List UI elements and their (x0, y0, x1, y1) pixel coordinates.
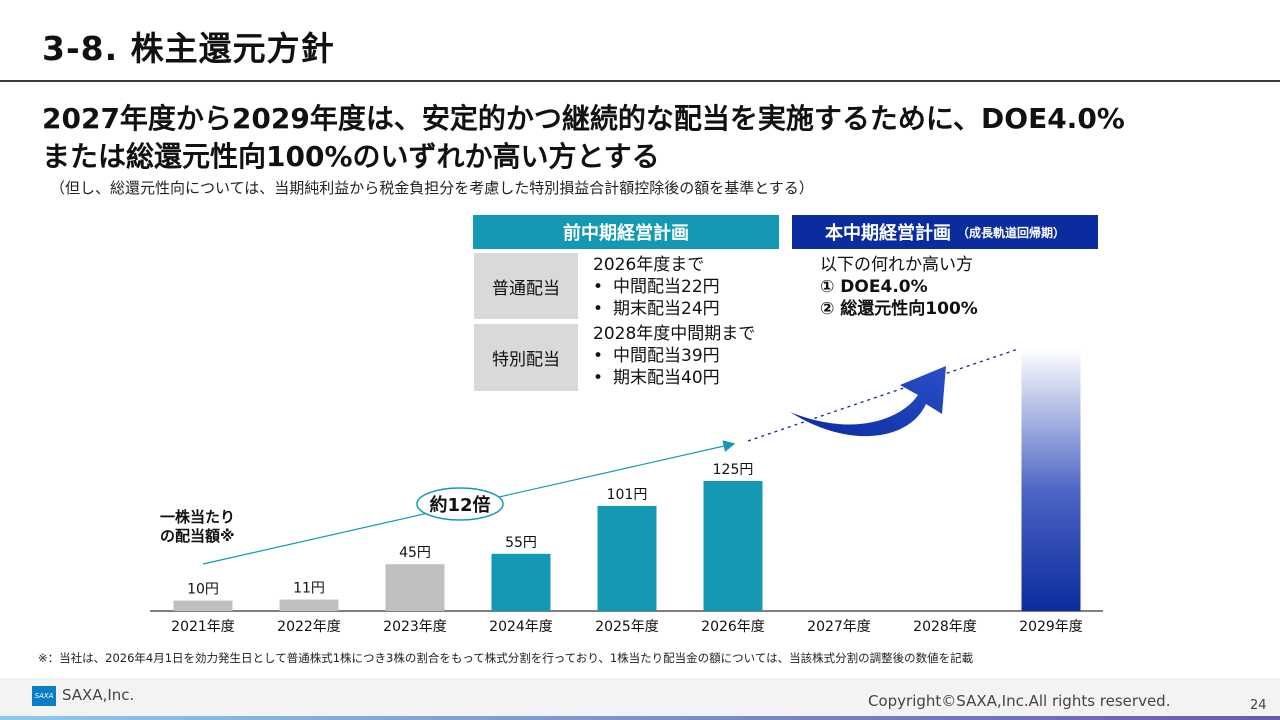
bar-value-label: 10円 (187, 582, 219, 598)
x-tick-label: 2028年度 (913, 619, 977, 635)
growth-annotation-ellipse (416, 487, 504, 521)
list-item: • 中間配当22円 (593, 277, 720, 297)
bar-2029年度-target (1021, 349, 1081, 611)
bar-2021年度 (173, 600, 233, 611)
x-tick-label: 2025年度 (595, 619, 659, 635)
bar-value-label: 125円 (713, 462, 754, 478)
headline-line-2: または総還元性向100%のいずれか高い方とする (42, 140, 660, 173)
headline-line-1: 2027年度から2029年度は、安定的かつ継続的な配当を実施するために、DOE4… (42, 102, 1125, 135)
copyright: Copyright©SAXA,Inc.All rights reserved. (868, 692, 1171, 710)
upward-curved-arrow (790, 366, 946, 437)
current-plan-details: 以下の何れか高い方 ① DOE4.0% ② 総還元性向100% (820, 254, 978, 320)
x-tick-label: 2023年度 (383, 619, 447, 635)
regular-dividend-label: 普通配当 (474, 253, 578, 319)
x-tick-label: 2026年度 (701, 619, 765, 635)
current-plan-option-1: ① DOE4.0% (820, 277, 928, 297)
footnote: ※：当社は、2026年4月1日を効力発生日として普通株式1株につき3株の割合をも… (38, 651, 974, 665)
x-tick-label: 2022年度 (277, 619, 341, 635)
regular-dividend-period: 2026年度まで (593, 255, 705, 275)
previous-plan-header: 前中期経営計画 (473, 215, 779, 249)
bar-group: 10円 2021年度 11円 2022年度 45円 2023年度 55円 2024年度 101円… (171, 349, 1083, 635)
current-plan-option-2: ② 総還元性向100% (820, 299, 978, 319)
bar-value-label: 45円 (399, 545, 431, 561)
current-plan-header-text: 本中期経営計画 (824, 223, 951, 244)
x-tick-label: 2029年度 (1019, 619, 1083, 635)
company-name: SAXA,Inc. (62, 686, 135, 704)
bar-value-label: 55円 (505, 535, 537, 551)
bar-2025年度 (597, 505, 657, 611)
bar-2026年度 (703, 481, 763, 611)
bar-2024年度 (491, 553, 551, 611)
x-tick-label: 2027年度 (807, 619, 871, 635)
bar-value-label: 11円 (293, 581, 325, 597)
trend-extension-dotted (747, 348, 1019, 442)
footer (0, 678, 1280, 716)
previous-plan-header-text: 前中期経営計画 (563, 223, 689, 244)
bar-2022年度 (279, 599, 339, 611)
y-axis-label-line-2: の配当額※ (160, 527, 235, 545)
headline: 2027年度から2029年度は、安定的かつ継続的な配当を実施するために、DOE4… (42, 100, 1125, 176)
bar-2023年度 (385, 564, 445, 611)
page-title: 3-8. 株主還元方針 (42, 29, 335, 68)
list-item: • 期末配当24円 (593, 299, 720, 319)
growth-annotation: 約12倍 (429, 494, 490, 516)
page-number: 24 (1250, 698, 1267, 713)
current-plan-header-sub: （成長軌道回帰期） (956, 225, 1065, 240)
headline-note: （但し、総還元性向については、当期純利益から税金負担分を考慮した特別損益合計額控… (50, 179, 814, 197)
special-dividend-details: 2028年度中間期まで • 中間配当39円 • 期末配当40円 (593, 323, 755, 389)
special-dividend-period: 2028年度中間期まで (593, 324, 756, 344)
footer-accent-line (0, 716, 1280, 720)
x-tick-label: 2024年度 (489, 619, 553, 635)
x-tick-label: 2021年度 (171, 619, 235, 635)
y-axis-label-line-1: 一株当たり (160, 508, 235, 526)
bar-value-label: 101円 (607, 487, 648, 503)
company-logo: SAXA (32, 686, 56, 706)
list-item: • 期末配当40円 (593, 368, 720, 388)
title-divider (0, 80, 1280, 82)
current-plan-intro: 以下の何れか高い方 (820, 255, 973, 275)
current-plan-header: 本中期経営計画 （成長軌道回帰期） (792, 215, 1098, 249)
regular-dividend-details: 2026年度まで • 中間配当22円 • 期末配当24円 (593, 254, 720, 320)
special-dividend-label: 特別配当 (474, 324, 578, 391)
list-item: • 中間配当39円 (593, 346, 720, 366)
